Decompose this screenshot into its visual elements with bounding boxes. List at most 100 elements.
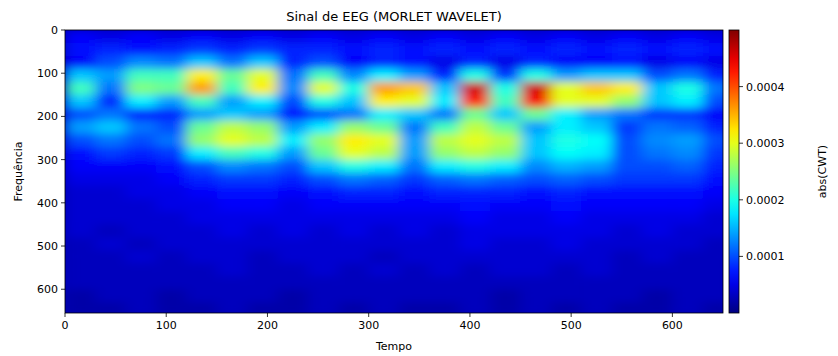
heatmap-cell (247, 108, 278, 121)
heatmap-cell (369, 160, 400, 173)
heatmap-cell (612, 134, 643, 147)
heatmap-cell (95, 30, 126, 43)
heatmap-cell (429, 95, 460, 108)
heatmap-cell (490, 173, 521, 186)
x-tick (65, 313, 66, 317)
heatmap-cell (703, 211, 723, 224)
y-tick-label: 500 (37, 240, 58, 253)
heatmap-cell (551, 211, 582, 224)
heatmap-cells (65, 30, 723, 313)
heatmap-cell (278, 186, 309, 199)
heatmap-cell (429, 250, 460, 263)
heatmap-cell (460, 276, 491, 289)
heatmap-cell (369, 224, 400, 237)
heatmap-cell (642, 95, 673, 108)
heatmap-cell (338, 147, 369, 160)
heatmap-cell (95, 108, 126, 121)
heatmap-cell (186, 199, 217, 212)
heatmap-cell (186, 108, 217, 121)
heatmap-cell (126, 43, 157, 56)
heatmap-cell (308, 95, 339, 108)
colorbar-tick-label: 0.0002 (746, 194, 785, 207)
heatmap-cell (429, 121, 460, 134)
heatmap-cell (581, 121, 612, 134)
heatmap-cell (581, 276, 612, 289)
heatmap-cell (429, 237, 460, 250)
heatmap-cell (551, 69, 582, 82)
heatmap-cell (672, 82, 703, 95)
heatmap-cell (65, 211, 96, 224)
heatmap-cell (429, 199, 460, 212)
heatmap-cell (429, 302, 460, 313)
heatmap-cell (703, 147, 723, 160)
heatmap-cell (308, 82, 339, 95)
heatmap-cell (551, 147, 582, 160)
heatmap-cell (126, 224, 157, 237)
heatmap-cell (156, 186, 187, 199)
heatmap-cell (308, 186, 339, 199)
heatmap-cell (65, 250, 96, 263)
heatmap-cell (703, 276, 723, 289)
heatmap-cell (703, 289, 723, 302)
heatmap-cell (217, 160, 248, 173)
heatmap-cell (642, 160, 673, 173)
x-tick (166, 313, 167, 317)
heatmap-cell (186, 147, 217, 160)
heatmap-cell (369, 237, 400, 250)
y-tick-label: 400 (37, 197, 58, 210)
heatmap-cell (612, 147, 643, 160)
heatmap-cell (703, 237, 723, 250)
heatmap-cell (126, 173, 157, 186)
heatmap-cell (308, 56, 339, 69)
heatmap-cell (672, 43, 703, 56)
heatmap-cell (429, 276, 460, 289)
colorbar-label: abs(CWT) (816, 145, 829, 198)
heatmap-cell (369, 30, 400, 43)
heatmap-cell (126, 199, 157, 212)
heatmap-cell (186, 211, 217, 224)
heatmap-cell (399, 263, 430, 276)
heatmap-cell (156, 121, 187, 134)
heatmap-cell (521, 289, 552, 302)
heatmap-cell (490, 186, 521, 199)
heatmap-cell (521, 211, 552, 224)
heatmap-cell (642, 250, 673, 263)
heatmap-cell (65, 237, 96, 250)
heatmap-cell (399, 43, 430, 56)
x-axis-label: Tempo (375, 340, 412, 353)
heatmap-cell (247, 134, 278, 147)
heatmap-cell (247, 211, 278, 224)
heatmap-cell (65, 289, 96, 302)
heatmap-cell (429, 263, 460, 276)
y-tick (61, 246, 65, 247)
x-tick (672, 313, 673, 317)
heatmap-cell (399, 147, 430, 160)
heatmap-cell (186, 186, 217, 199)
heatmap-cell (612, 237, 643, 250)
heatmap-cell (490, 134, 521, 147)
heatmap-cell (399, 108, 430, 121)
heatmap-cell (247, 276, 278, 289)
heatmap-cell (369, 108, 400, 121)
heatmap-cell (369, 276, 400, 289)
heatmap-cell (399, 69, 430, 82)
heatmap-cell (703, 121, 723, 134)
colorbar-tick (739, 256, 743, 257)
heatmap-cell (217, 108, 248, 121)
heatmap-cell (156, 82, 187, 95)
y-tick (61, 116, 65, 117)
heatmap-cell (672, 276, 703, 289)
heatmap-cell (65, 302, 96, 313)
heatmap-cell (703, 56, 723, 69)
heatmap-cell (278, 263, 309, 276)
y-tick (61, 159, 65, 160)
x-tick-label: 600 (662, 319, 683, 332)
heatmap-cell (521, 173, 552, 186)
heatmap-cell (581, 30, 612, 43)
heatmap-cell (490, 199, 521, 212)
heatmap-cell (612, 276, 643, 289)
heatmap-cell (65, 276, 96, 289)
heatmap-cell (581, 186, 612, 199)
heatmap-cell (521, 30, 552, 43)
heatmap-cell (278, 147, 309, 160)
